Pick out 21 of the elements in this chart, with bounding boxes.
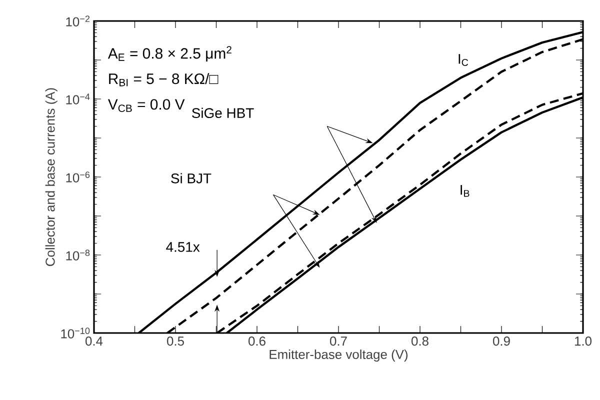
annotation: V$_{CB}$ = 0.0 V	[108, 99, 185, 112]
x-tick-label: 0.7	[330, 336, 347, 346]
x-tick-label: 0.6	[248, 336, 266, 346]
annotation: 4.51x	[166, 242, 200, 252]
annotation: R$_{BI}$ = 5 − 8 KΩ/□	[109, 73, 218, 86]
y-tick-label: 10$^{−8}$	[66, 250, 90, 260]
annotation: I$_{C}$	[458, 54, 468, 66]
x-tick-label: 0.8	[412, 336, 428, 346]
y-axis-title: Collector and base currents (A)	[45, 88, 58, 266]
annotation: I$_{B}$	[460, 185, 470, 197]
x-tick-label: 0.4	[86, 336, 103, 346]
x-tick-label: 0.5	[167, 336, 184, 346]
x-tick-label: 1.0	[574, 336, 592, 346]
x-tick-label: 0.9	[493, 336, 510, 346]
annotation: A$_{E}$ = 0.8 × 2.5 μm$^{2}$	[108, 46, 232, 62]
y-tick-label: 10$^{−2}$	[66, 16, 90, 26]
y-tick-label: 10$^{−4}$	[66, 94, 90, 104]
x-axis-title: Emitter-base voltage (V)	[270, 350, 408, 362]
annotation: SiGe HBT	[192, 108, 254, 118]
y-tick-label: 10$^{−6}$	[66, 172, 90, 182]
annotation: Si BJT	[171, 173, 212, 184]
